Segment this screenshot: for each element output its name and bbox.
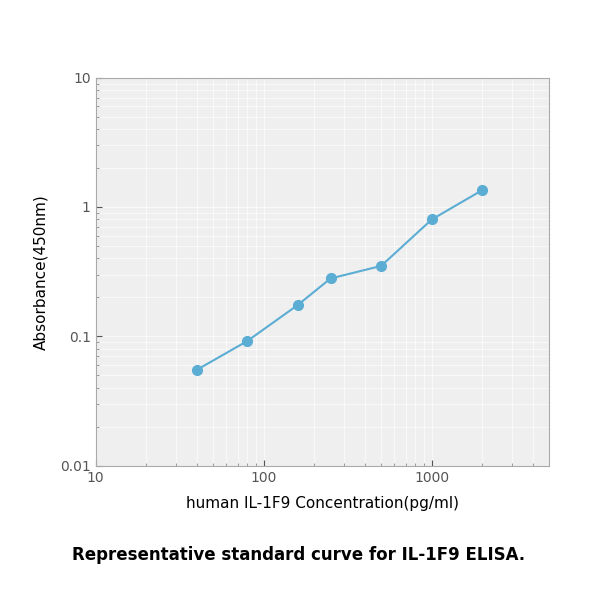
Y-axis label: Absorbance(450nm): Absorbance(450nm) — [34, 194, 49, 349]
X-axis label: human IL-1F9 Concentration(pg/ml): human IL-1F9 Concentration(pg/ml) — [186, 496, 459, 510]
Text: Representative standard curve for IL-1F9 ELISA.: Representative standard curve for IL-1F9… — [72, 546, 525, 564]
